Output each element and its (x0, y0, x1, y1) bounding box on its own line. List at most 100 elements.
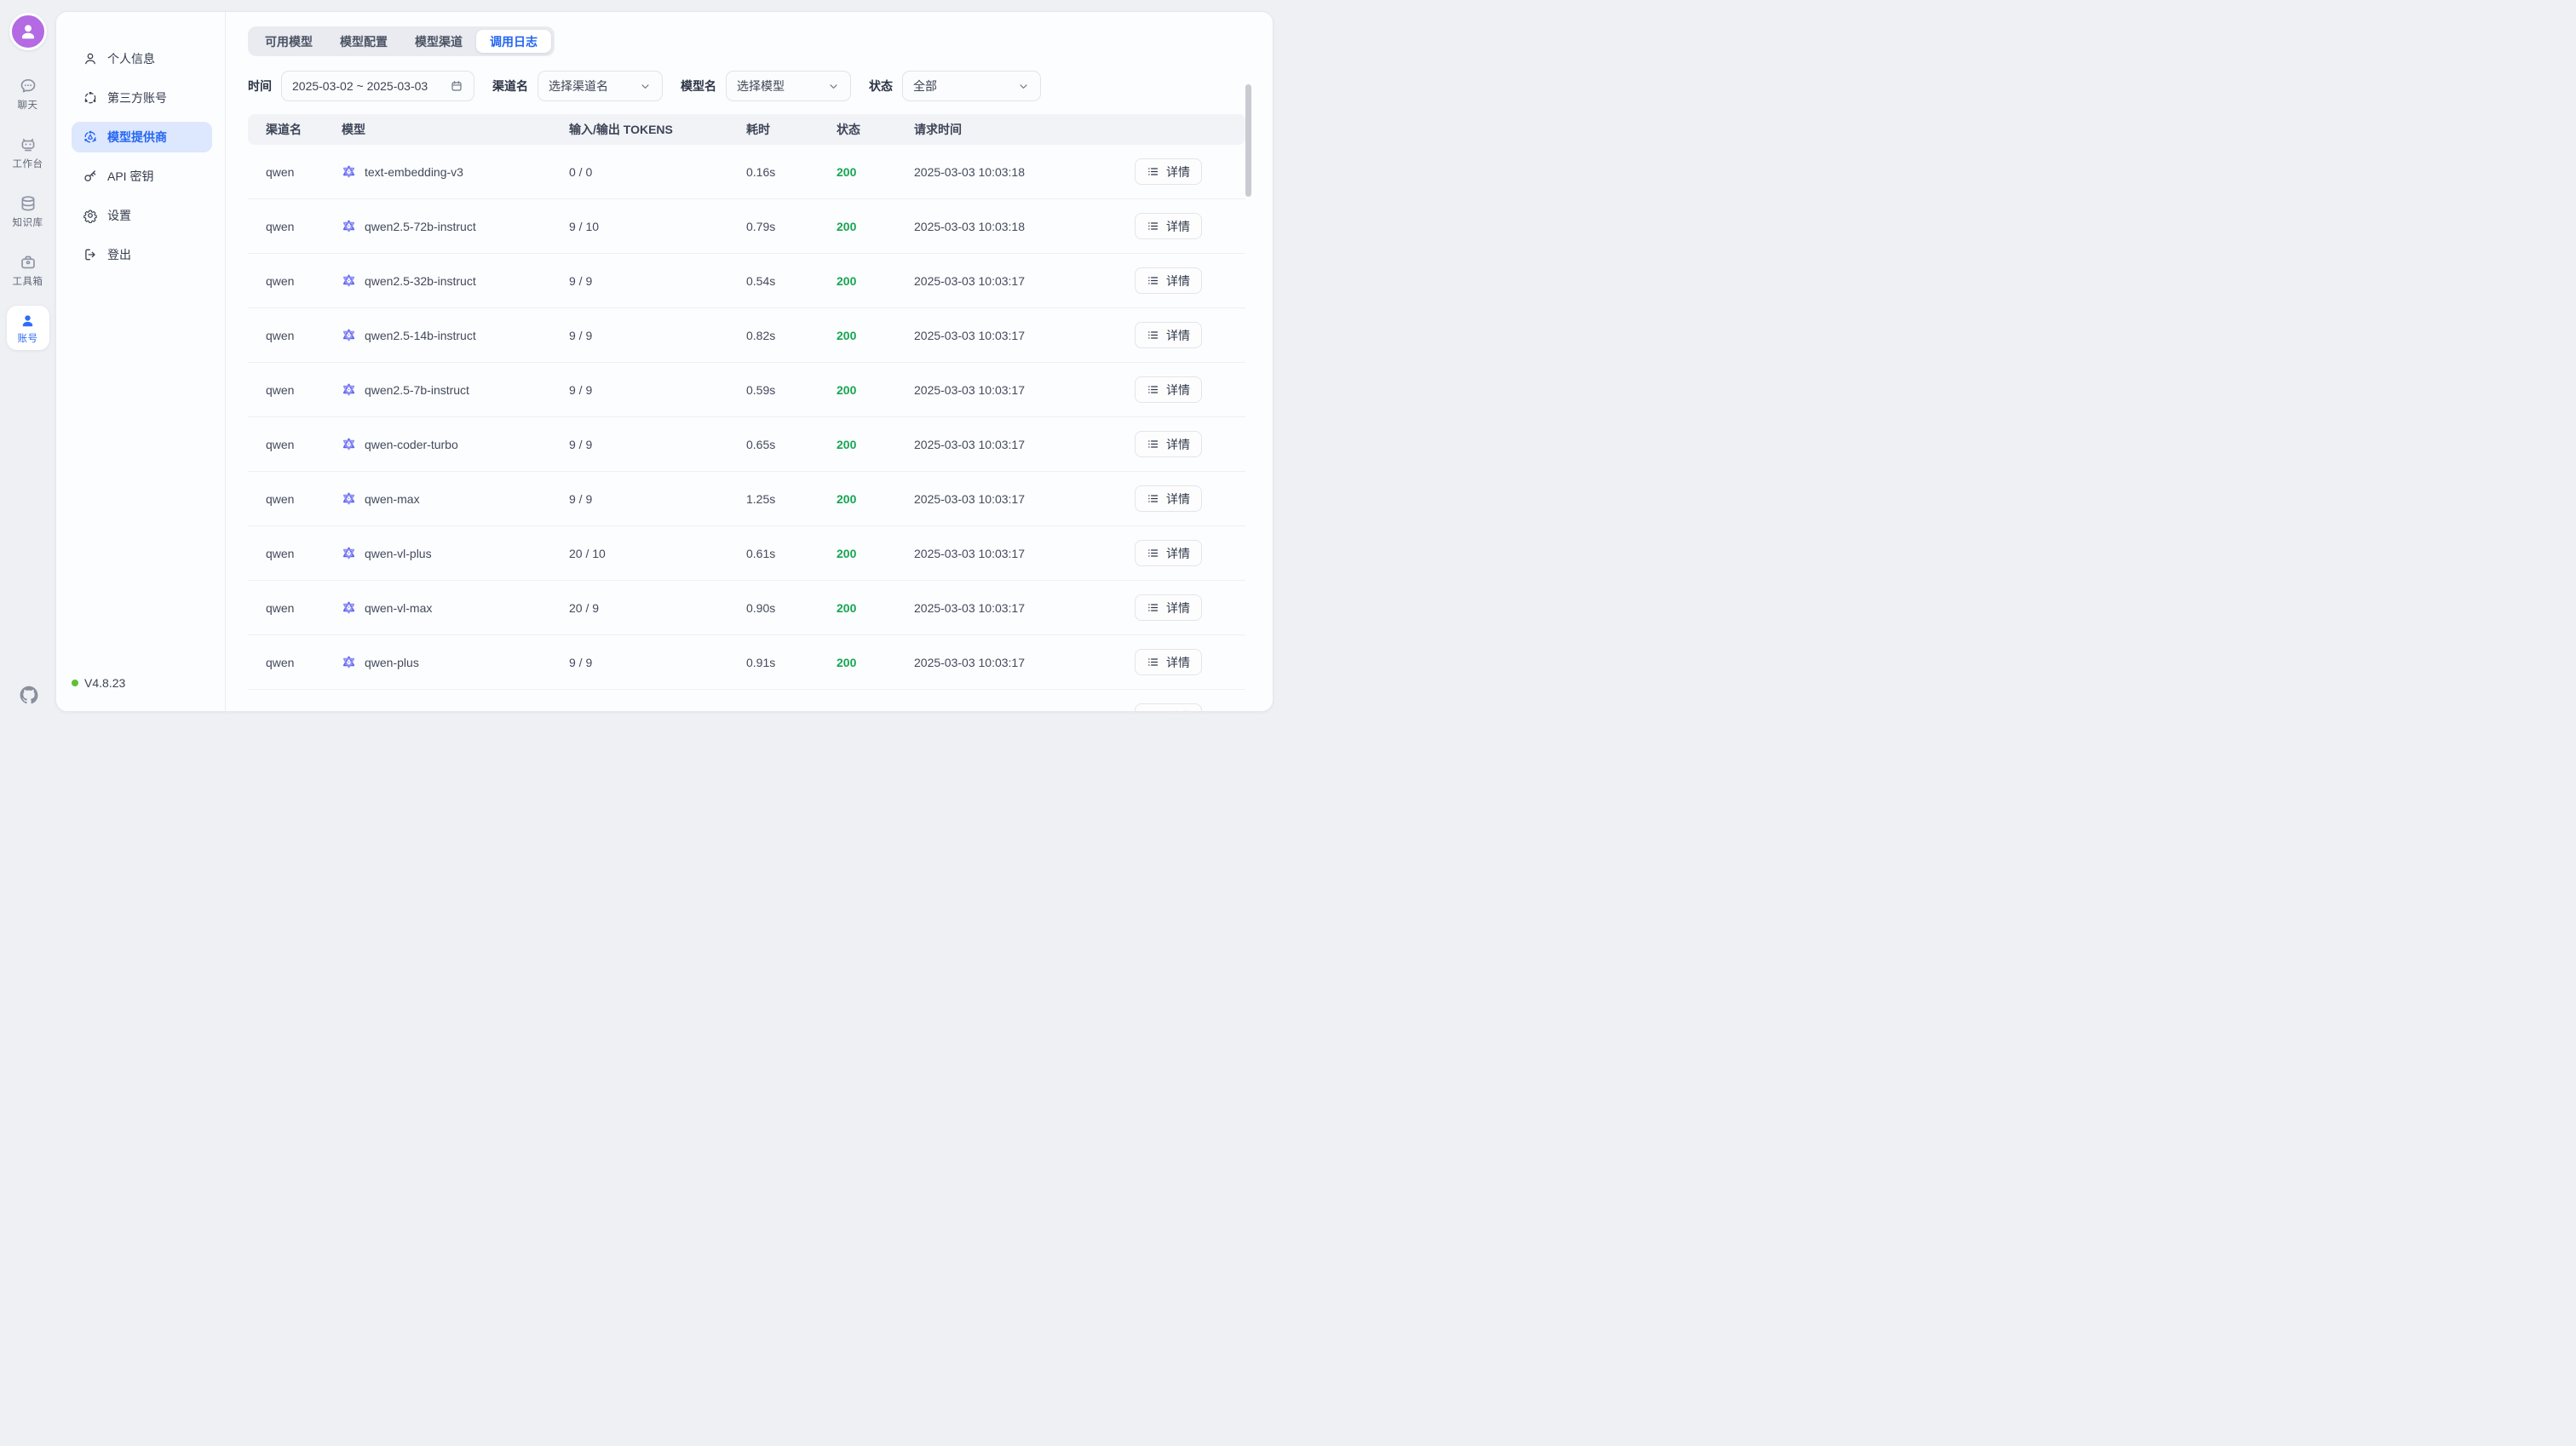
chevron-down-icon (827, 80, 840, 93)
time-filter-label: 时间 (248, 79, 272, 93)
tab-2[interactable]: 模型渠道 (415, 34, 463, 49)
tab-0[interactable]: 可用模型 (265, 34, 313, 49)
col-header-duration: 耗时 (746, 123, 770, 136)
detail-button-label: 详情 (1166, 328, 1190, 342)
table-row: qwen qwen2.5-72b-instruct 9 / 10 0.79s 2… (248, 199, 1245, 254)
cell-tokens: 9 / 9 (569, 655, 593, 669)
account-person-icon (19, 312, 37, 330)
cell-model: qwen2.5-32b-instruct (365, 273, 476, 288)
cell-status: 200 (837, 164, 857, 179)
status-select[interactable]: 全部 (902, 71, 1041, 101)
qwen-model-icon (342, 655, 356, 669)
list-icon (1147, 710, 1159, 712)
cell-duration: 0.90s (746, 600, 776, 615)
qwen-model-icon (342, 328, 356, 342)
sidebar-item-logout[interactable]: 登出 (72, 239, 212, 270)
detail-button-label: 详情 (1166, 655, 1190, 669)
robot-icon (19, 135, 37, 154)
vertical-scrollbar-thumb[interactable] (1245, 84, 1251, 197)
sidebar-item-key[interactable]: API 密钥 (72, 161, 212, 192)
list-icon (1147, 383, 1159, 396)
cell-tokens: 9 / 10 (569, 219, 600, 233)
cell-time: 2025-03-03 10:03:17 (914, 600, 1025, 615)
cell-duration: 0.16s (746, 164, 776, 179)
main-panel: 个人信息 第三方账号 模型提供商 API 密钥 设置 (55, 11, 1274, 712)
avatar-person-icon (17, 20, 39, 43)
cell-model: qwen-plus (365, 655, 419, 669)
table-row: qwen qwen-coder-turbo 9 / 9 0.65s 200 20… (248, 417, 1245, 472)
cell-duration: 0.54s (746, 273, 776, 288)
github-icon[interactable] (20, 686, 38, 704)
cell-duration: 0.61s (746, 546, 776, 560)
cell-channel: qwen (266, 164, 295, 179)
rail-item-briefcase[interactable]: 工具箱 (13, 253, 43, 288)
detail-button[interactable]: 详情 (1135, 267, 1202, 294)
rail-item-account[interactable]: 账号 (6, 306, 49, 350)
cell-time: 2025-03-03 10:03:17 (914, 546, 1025, 560)
detail-button[interactable]: 详情 (1135, 703, 1202, 712)
detail-button[interactable]: 详情 (1135, 594, 1202, 621)
cell-status: 200 (837, 382, 857, 397)
cell-model: qwen-vl-max (365, 600, 433, 615)
channel-select-value: 选择渠道名 (549, 79, 608, 93)
filter-bar: 时间 2025-03-02 ~ 2025-03-03 渠道名 选择渠道名 模型名… (248, 71, 1243, 101)
cell-duration: 0.82s (746, 328, 776, 342)
model-select[interactable]: 选择模型 (726, 71, 851, 101)
cell-status: 200 (837, 491, 857, 506)
date-range-input[interactable]: 2025-03-02 ~ 2025-03-03 (281, 71, 474, 101)
cell-model: qwen-max (365, 491, 420, 506)
detail-button[interactable]: 详情 (1135, 158, 1202, 185)
table-row: qwen qwen-vl-plus 20 / 10 0.61s 200 2025… (248, 526, 1245, 581)
cell-channel: qwen (266, 655, 295, 669)
sidebar-item-user[interactable]: 个人信息 (72, 43, 212, 74)
cell-channel: qwen (266, 273, 295, 288)
sidebar-item-gear[interactable]: 设置 (72, 200, 212, 231)
cell-channel: qwen (266, 491, 295, 506)
detail-button[interactable]: 详情 (1135, 213, 1202, 239)
list-icon (1147, 274, 1159, 287)
cell-duration: 1.25s (746, 491, 776, 506)
provider-icon (83, 129, 98, 145)
sidebar-item-provider[interactable]: 模型提供商 (72, 122, 212, 152)
cell-time: 2025-03-03 10:03:17 (914, 382, 1025, 397)
qwen-model-icon (342, 382, 356, 397)
qwen-model-icon (342, 273, 356, 288)
list-icon (1147, 220, 1159, 232)
cell-duration: 0.59s (746, 382, 776, 397)
cell-status: 200 (837, 437, 857, 451)
channel-filter-label: 渠道名 (492, 79, 528, 93)
detail-button[interactable]: 详情 (1135, 322, 1202, 348)
detail-button[interactable]: 详情 (1135, 540, 1202, 566)
rail-item-chat[interactable]: 聊天 (18, 77, 38, 112)
col-header-time: 请求时间 (914, 123, 962, 136)
detail-button[interactable]: 详情 (1135, 485, 1202, 512)
cell-tokens: 9 / 9 (569, 491, 593, 506)
channel-select[interactable]: 选择渠道名 (538, 71, 663, 101)
rail-item-database[interactable]: 知识库 (13, 194, 43, 229)
rail-nav: 聊天 工作台 知识库 工具箱 (13, 77, 43, 288)
cell-tokens: 0 / 0 (569, 164, 593, 179)
detail-button[interactable]: 详情 (1135, 431, 1202, 457)
detail-button-label: 详情 (1166, 437, 1190, 451)
tab-1[interactable]: 模型配置 (340, 34, 388, 49)
detail-button-label: 详情 (1166, 546, 1190, 560)
cell-duration: 0.91s (746, 655, 776, 669)
status-select-value: 全部 (913, 79, 937, 93)
detail-button[interactable]: 详情 (1135, 649, 1202, 675)
detail-button-label: 详情 (1166, 164, 1190, 179)
user-avatar[interactable] (9, 13, 47, 50)
cell-channel: qwen (266, 437, 295, 451)
cell-tokens: 9 / 9 (569, 273, 593, 288)
sidebar-item-share[interactable]: 第三方账号 (72, 83, 212, 113)
detail-button[interactable]: 详情 (1135, 376, 1202, 403)
rail-item-robot[interactable]: 工作台 (13, 135, 43, 170)
detail-button-label: 详情 (1166, 600, 1190, 615)
qwen-model-icon (342, 600, 356, 615)
version-row: V4.8.23 (72, 676, 125, 690)
app-rail: 聊天 工作台 知识库 工具箱 账号 (0, 0, 55, 723)
list-icon (1147, 601, 1159, 614)
chevron-down-icon (639, 80, 652, 93)
tab-3[interactable]: 调用日志 (476, 30, 551, 53)
table-row: qwen qwen2.5-32b-instruct 9 / 9 0.54s 20… (248, 254, 1245, 308)
qwen-model-icon (342, 546, 356, 560)
